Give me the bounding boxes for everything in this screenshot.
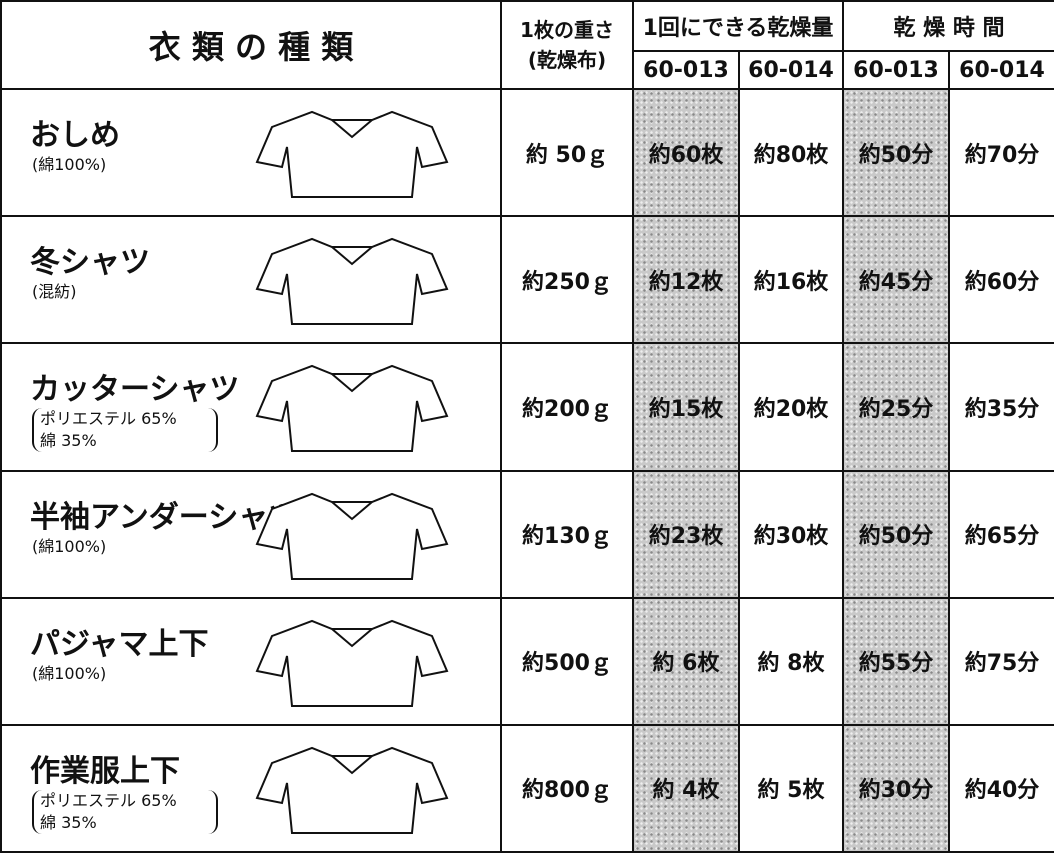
capacity: 約12枚 bbox=[632, 215, 740, 345]
clothing-icon bbox=[255, 619, 449, 707]
weight: 約130ｇ bbox=[500, 469, 634, 599]
material-line: (綿100%) bbox=[32, 663, 107, 683]
time: 約50分 bbox=[842, 88, 950, 218]
capacity: 約 6枚 bbox=[632, 596, 740, 726]
capacity-header: 1回にできる乾燥量 bbox=[632, 0, 844, 53]
capacity: 約 5枚 bbox=[738, 723, 844, 853]
item-cell: おしめ (綿100%) bbox=[0, 88, 502, 218]
capacity: 約60枚 bbox=[632, 88, 740, 218]
time: 約65分 bbox=[947, 469, 1054, 599]
clothing-icon bbox=[255, 238, 449, 326]
clothing-icon bbox=[255, 365, 449, 453]
model: 60-013 bbox=[632, 50, 740, 91]
item-name: 作業服上下 bbox=[30, 753, 180, 789]
capacity: 約 8枚 bbox=[738, 596, 844, 726]
material-line: (綿100%) bbox=[32, 536, 107, 556]
data-row: パジャマ上下 (綿100%) 約500ｇ 約 6枚約 8枚 約55分 約75分 bbox=[0, 596, 1054, 726]
capacity: 約80枚 bbox=[738, 88, 844, 218]
material-line: (綿100%) bbox=[32, 155, 107, 175]
material-line: (混紡) bbox=[32, 282, 77, 302]
capacity: 約20枚 bbox=[738, 342, 844, 472]
weight: 約500ｇ bbox=[500, 596, 634, 726]
capacity: 約 4枚 bbox=[632, 723, 740, 853]
weight-header: 1枚の重さ (乾燥布) bbox=[500, 0, 634, 91]
time: 約30分 bbox=[842, 723, 950, 853]
time: 約45分 bbox=[842, 215, 950, 345]
material: (綿100%) bbox=[32, 663, 106, 685]
time: 約60分 bbox=[947, 215, 1054, 345]
material: (綿100%) bbox=[32, 154, 106, 176]
item-cell: パジャマ上下 (綿100%) bbox=[0, 596, 502, 726]
time: 約55分 bbox=[842, 596, 950, 726]
capacity: 約23枚 bbox=[632, 469, 740, 599]
material: (綿100%) bbox=[32, 536, 106, 558]
weight: 約 50ｇ bbox=[500, 88, 634, 218]
time: 約75分 bbox=[947, 596, 1054, 726]
item-cell: 半袖アンダーシャツ (綿100%) bbox=[0, 469, 502, 599]
item-name: 半袖アンダーシャツ bbox=[30, 499, 299, 535]
time: 約70分 bbox=[947, 88, 1054, 218]
material-line: 綿 35% bbox=[40, 431, 97, 451]
time: 約35分 bbox=[947, 342, 1054, 472]
model: 60-014 bbox=[738, 50, 844, 91]
material: (混紡) bbox=[32, 281, 77, 303]
data-row: おしめ (綿100%) 約 50ｇ 約60枚 約80枚 約50分 約70分 bbox=[0, 88, 1054, 218]
capacity: 約30枚 bbox=[738, 469, 844, 599]
capacity: 約15枚 bbox=[632, 342, 740, 472]
clothing-icon bbox=[255, 492, 449, 580]
data-row: 作業服上下 ポリエステル 65% 綿 35% 約800ｇ 約 4枚約 5枚 約30分 約40… bbox=[0, 723, 1054, 853]
time: 約50分 bbox=[842, 469, 950, 599]
time: 約25分 bbox=[842, 342, 950, 472]
material-line: ポリエステル 65% bbox=[40, 409, 177, 429]
time: 約40分 bbox=[947, 723, 1054, 853]
material: ポリエステル 65% 綿 35% bbox=[32, 408, 218, 453]
capacity: 約16枚 bbox=[738, 215, 844, 345]
data-row: 半袖アンダーシャツ (綿100%) 約130ｇ 約23枚 約30枚 約50分 約65分 bbox=[0, 469, 1054, 599]
item-name: パジャマ上下 bbox=[30, 626, 209, 662]
title: 衣 類 の 種 類 bbox=[0, 0, 502, 91]
item-cell: 冬シャツ (混紡) bbox=[0, 215, 502, 345]
data-row: 冬シャツ (混紡) 約250ｇ 約12枚 約16枚 約45分 約60分 bbox=[0, 215, 1054, 345]
weight-sub: (乾燥布) bbox=[527, 48, 607, 73]
weight: 約800ｇ bbox=[500, 723, 634, 853]
weight: 約250ｇ bbox=[500, 215, 634, 345]
data-row: カッターシャツ ポリエステル 65% 綿 35% 約200ｇ 約15枚 約20枚 約25分約… bbox=[0, 342, 1054, 472]
clothing-icon bbox=[255, 111, 449, 199]
clothing-icon bbox=[255, 746, 449, 834]
item-name: おしめ bbox=[30, 118, 120, 154]
item-name: 冬シャツ bbox=[30, 245, 150, 281]
model-row: 60-013 60-014 60-013 60-014 bbox=[1, 50, 1054, 91]
model: 60-014 bbox=[947, 50, 1054, 91]
weight: 約200ｇ bbox=[500, 342, 634, 472]
header-row: 衣 類 の 種 類 1枚の重さ (乾燥布) 1回にできる乾燥量 乾 燥 時 間 bbox=[0, 0, 1054, 91]
time-header: 乾 燥 時 間 bbox=[841, 0, 1054, 53]
item-name: カッターシャツ bbox=[30, 372, 240, 408]
weight-label: 1枚の重さ bbox=[520, 18, 614, 43]
item-cell: カッターシャツ ポリエステル 65% 綿 35% bbox=[0, 342, 502, 472]
model: 60-013 bbox=[842, 50, 950, 91]
material-line: ポリエステル 65% bbox=[40, 790, 177, 810]
material: ポリエステル 65% 綿 35% bbox=[32, 789, 218, 834]
item-cell: 作業服上下 ポリエステル 65% 綿 35% bbox=[0, 723, 502, 853]
material-line: 綿 35% bbox=[40, 812, 97, 832]
